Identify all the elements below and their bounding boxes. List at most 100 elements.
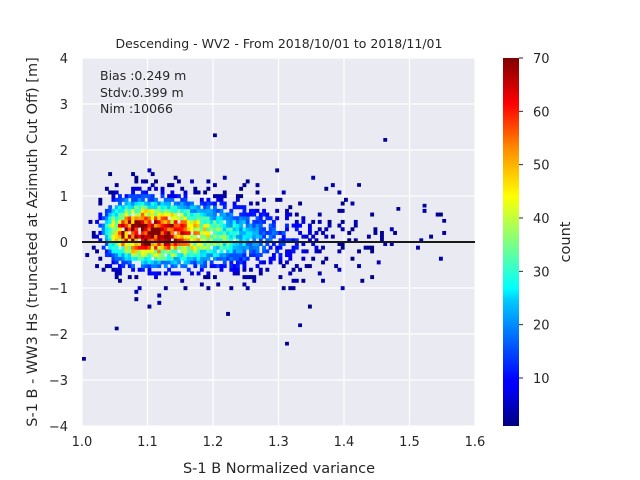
density-cell	[196, 208, 201, 213]
density-cell	[186, 260, 191, 265]
density-cell	[209, 249, 214, 254]
density-cell	[173, 208, 178, 213]
density-cell	[104, 186, 109, 191]
density-cell	[186, 205, 191, 210]
density-cell	[216, 223, 221, 228]
density-cell	[321, 278, 325, 283]
density-cell	[134, 242, 139, 246]
density-cell	[127, 234, 132, 239]
density-cell	[180, 205, 185, 210]
density-cell	[154, 260, 158, 265]
density-cell	[147, 219, 152, 224]
density-cell	[131, 172, 135, 177]
density-cell	[235, 256, 240, 261]
density-cell	[278, 242, 283, 246]
density-cell	[118, 205, 122, 210]
density-cell	[216, 238, 221, 243]
density-cell	[291, 223, 296, 228]
density-cell	[203, 253, 208, 258]
density-cell	[121, 238, 126, 243]
density-cell	[376, 260, 381, 265]
density-cell	[311, 256, 316, 261]
density-cell	[249, 227, 253, 232]
density-cell	[91, 234, 96, 239]
density-cell	[121, 216, 126, 221]
density-cell	[275, 245, 280, 250]
density-cell	[222, 245, 227, 250]
density-cell	[278, 275, 283, 280]
density-cell	[186, 242, 191, 246]
density-cell	[239, 223, 244, 228]
density-cell	[229, 234, 234, 239]
density-cell	[232, 234, 237, 239]
density-cell	[147, 208, 152, 213]
density-cell	[118, 256, 122, 261]
density-cell	[176, 271, 181, 276]
density-cell	[232, 223, 237, 228]
density-cell	[157, 264, 162, 269]
density-cell	[275, 197, 280, 202]
density-cell	[353, 219, 358, 224]
density-cell	[127, 212, 132, 217]
density-cell	[121, 212, 126, 217]
density-cell	[137, 186, 142, 191]
density-cell	[131, 253, 135, 258]
density-cell	[131, 267, 135, 272]
density-cell	[154, 205, 158, 210]
density-cell	[199, 227, 204, 232]
density-cell	[193, 253, 198, 258]
density-cell	[114, 197, 119, 202]
density-cell	[144, 190, 149, 195]
density-cell	[114, 260, 119, 265]
density-cell	[154, 271, 158, 276]
density-cell	[298, 223, 303, 228]
density-cell	[160, 238, 165, 243]
density-cell	[127, 227, 132, 232]
density-cell	[101, 267, 106, 272]
density-cell	[262, 230, 266, 235]
density-cell	[176, 223, 181, 228]
density-cell	[255, 245, 260, 250]
density-cell	[193, 223, 198, 228]
density-cell	[98, 216, 103, 221]
density-cell	[196, 242, 201, 246]
density-cell	[245, 234, 250, 239]
density-cell	[353, 238, 358, 243]
density-cell	[114, 230, 119, 235]
density-cell	[268, 223, 273, 228]
density-cell	[219, 223, 224, 228]
density-cell	[183, 194, 188, 199]
density-cell	[167, 260, 172, 265]
density-cell	[229, 260, 234, 265]
density-cell	[213, 183, 217, 188]
density-cell	[307, 223, 312, 228]
density-cell	[111, 260, 116, 265]
density-cell	[131, 234, 135, 239]
density-cell	[252, 238, 257, 243]
density-cell	[150, 194, 155, 199]
density-cell	[242, 260, 247, 265]
density-cell	[252, 219, 257, 224]
density-cell	[140, 212, 145, 217]
density-cell	[160, 230, 165, 235]
density-cell	[163, 256, 168, 261]
density-cell	[229, 242, 234, 246]
density-cell	[176, 194, 181, 199]
density-cell	[324, 227, 329, 232]
density-cell	[104, 238, 109, 243]
density-cell	[252, 223, 257, 228]
density-cell	[219, 197, 224, 202]
density-cell	[199, 245, 204, 250]
density-cell	[199, 282, 204, 287]
density-cell	[170, 183, 175, 188]
density-cell	[265, 249, 270, 254]
density-cell	[222, 175, 227, 180]
density-cell	[190, 256, 194, 261]
density-cell	[206, 253, 211, 258]
x-tick-label: 1.4	[334, 435, 355, 450]
density-cell	[366, 234, 371, 239]
density-cell	[134, 208, 139, 213]
density-cell	[438, 212, 443, 217]
density-cell	[199, 223, 204, 228]
density-cell	[134, 275, 139, 280]
